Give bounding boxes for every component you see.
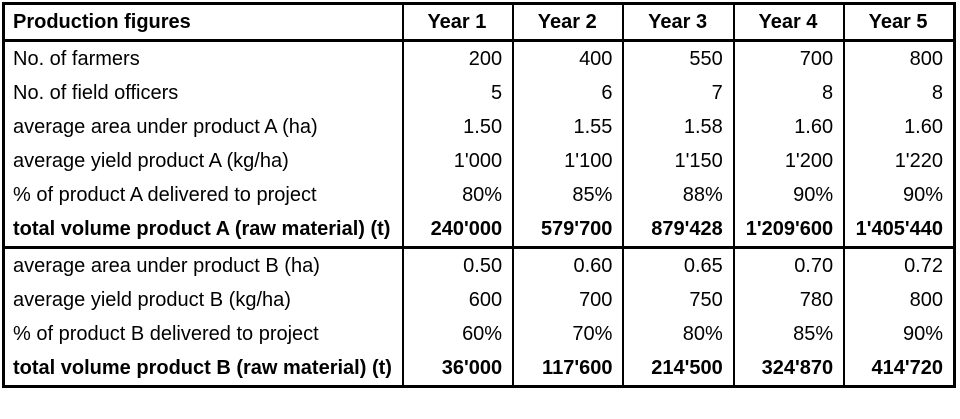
cell: 800: [843, 40, 955, 76]
cell: 7: [622, 76, 734, 110]
column-header-year3: Year 3: [622, 3, 734, 42]
table-row-yield-product-b: average yield product B (kg/ha) 600 700 …: [4, 283, 955, 317]
production-figures-table: Production figures Year 1 Year 2 Year 3 …: [2, 2, 956, 388]
cell: 324'870: [732, 351, 845, 387]
cell: 80%: [401, 178, 514, 212]
cell: 700: [732, 40, 845, 76]
column-header-year5: Year 5: [843, 3, 955, 42]
cell: 414'720: [843, 351, 955, 387]
cell: 550: [622, 40, 734, 76]
table-row-total-product-a: total volume product A (raw material) (t…: [3, 212, 955, 249]
cell: 1.58: [622, 110, 734, 144]
cell: 1'405'440: [843, 212, 955, 249]
cell: 700: [512, 283, 624, 317]
table-row-farmers: No. of farmers 200 400 550 700 800: [4, 40, 955, 76]
table-row-percent-product-a: % of product A delivered to project 80% …: [4, 178, 955, 212]
row-label: No. of farmers: [13, 48, 140, 70]
cell: 780: [732, 283, 845, 317]
cell: 0.60: [512, 247, 624, 283]
cell: 90%: [843, 317, 955, 351]
row-label: average area under product B (ha): [13, 255, 320, 277]
cell: 1.60: [732, 110, 845, 144]
cell: 90%: [732, 178, 845, 212]
cell: 1'200: [732, 144, 845, 178]
cell: 8: [732, 76, 845, 110]
cell: 6: [512, 76, 624, 110]
row-label: total volume product A (raw material) (t…: [3, 212, 403, 249]
row-label: average area under product A (ha): [13, 116, 318, 138]
cell: 579'700: [512, 212, 624, 249]
table-row-area-product-b: average area under product B (ha) 0.50 0…: [4, 247, 955, 283]
cell: 1'209'600: [732, 212, 845, 249]
table-row-area-product-a: average area under product A (ha) 1.50 1…: [4, 110, 955, 144]
column-header-year1: Year 1: [401, 3, 514, 42]
cell: 750: [622, 283, 734, 317]
cell: 88%: [622, 178, 734, 212]
table-row-yield-product-a: average yield product A (kg/ha) 1'000 1'…: [4, 144, 955, 178]
cell: 1.55: [512, 110, 624, 144]
cell: 600: [401, 283, 514, 317]
cell: 879'428: [622, 212, 734, 249]
table-row-percent-product-b: % of product B delivered to project 60% …: [4, 317, 955, 351]
row-label: total volume product B (raw material) (t…: [13, 357, 392, 379]
cell: 1.60: [843, 110, 955, 144]
cell: 400: [512, 40, 624, 76]
cell: 0.50: [401, 247, 514, 283]
table-row-total-product-b: total volume product B (raw material) (t…: [4, 351, 955, 387]
header-row: Production figures Year 1 Year 2 Year 3 …: [3, 3, 955, 42]
cell: 90%: [843, 178, 955, 212]
cell: 1'000: [401, 144, 514, 178]
cell: 80%: [622, 317, 734, 351]
cell: 60%: [401, 317, 514, 351]
cell: 85%: [732, 317, 845, 351]
production-figures-table-container: Production figures Year 1 Year 2 Year 3 …: [2, 2, 956, 388]
cell: 1.50: [401, 110, 514, 144]
cell: 1'150: [622, 144, 734, 178]
row-label: average yield product A (kg/ha): [13, 150, 289, 172]
table-title: Production figures: [3, 3, 403, 42]
cell: 0.72: [843, 247, 955, 283]
row-label: No. of field officers: [13, 82, 179, 104]
column-header-year4: Year 4: [732, 3, 845, 42]
cell: 0.65: [622, 247, 734, 283]
row-label: % of product A delivered to project: [13, 184, 317, 206]
column-header-year2: Year 2: [512, 3, 624, 42]
cell: 240'000: [401, 212, 514, 249]
cell: 85%: [512, 178, 624, 212]
row-label: % of product B delivered to project: [13, 323, 319, 345]
cell: 1'100: [512, 144, 624, 178]
row-label: average yield product B (kg/ha): [13, 289, 291, 311]
cell: 117'600: [512, 351, 624, 387]
cell: 800: [843, 283, 955, 317]
cell: 1'220: [843, 144, 955, 178]
cell: 8: [843, 76, 955, 110]
cell: 70%: [512, 317, 624, 351]
cell: 200: [401, 40, 514, 76]
cell: 5: [401, 76, 514, 110]
cell: 36'000: [401, 351, 514, 387]
cell: 0.70: [732, 247, 845, 283]
table-row-field-officers: No. of field officers 5 6 7 8 8: [4, 76, 955, 110]
cell: 214'500: [622, 351, 734, 387]
